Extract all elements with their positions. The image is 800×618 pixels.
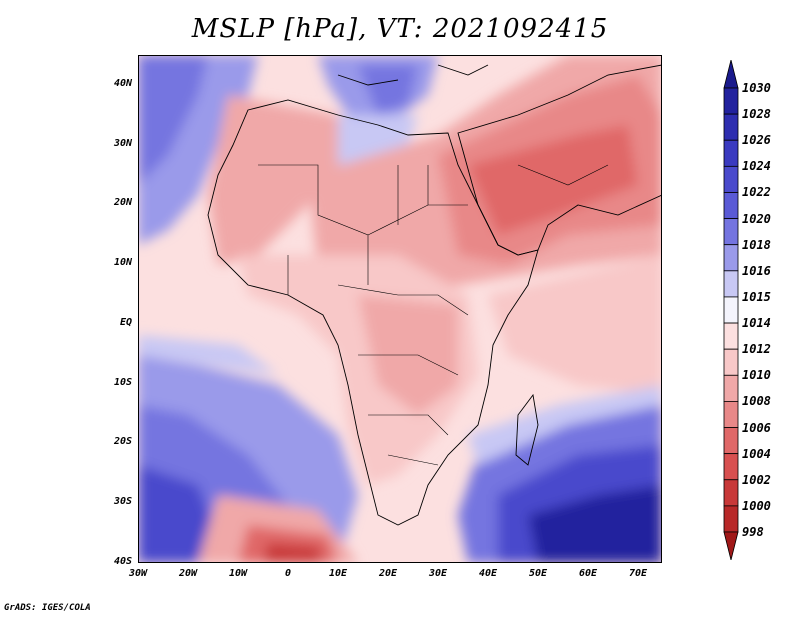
colorbar-label: 1030 <box>742 81 771 95</box>
coastlines <box>207 64 662 526</box>
pressure-field <box>138 55 662 563</box>
colorbar-swatches <box>723 59 739 561</box>
lon-label-40e: 40E <box>478 568 498 579</box>
colorbar-swatch <box>723 453 739 481</box>
colorbar-label: 1015 <box>742 289 771 304</box>
colorbar: 1030 1028 1026 1024 1022 1020 1018 1016 1015 1014… <box>720 59 800 561</box>
colorbar-label: 1026 <box>742 133 771 148</box>
colorbar-label: 1024 <box>742 159 771 174</box>
colorbar-swatch <box>723 427 739 455</box>
colorbar-label: 1014 <box>742 316 771 331</box>
colorbar-swatch <box>723 218 739 246</box>
lat-label-eq: EQ <box>119 317 132 328</box>
colorbar-label: 1006 <box>742 420 771 435</box>
country-borders <box>258 164 609 466</box>
colorbar-swatch <box>723 505 739 533</box>
colorbar-swatch <box>723 374 739 402</box>
map-title: MSLP [hPa], VT: 2021092415 <box>191 14 609 44</box>
lat-label-20n: 20N <box>113 197 132 208</box>
colorbar-swatch <box>723 401 739 428</box>
colorbar-label: 1002 <box>742 472 771 487</box>
colorbar-swatch <box>723 139 739 167</box>
colorbar-swatch <box>723 165 739 193</box>
lon-label-70e: 70E <box>628 568 648 579</box>
lon-label-30w: 30W <box>128 568 148 579</box>
lat-label-30n: 30N <box>113 138 132 149</box>
colorbar-arrow-bottom <box>723 531 739 561</box>
lat-label-20s: 20S <box>113 436 132 447</box>
colorbar-swatch <box>723 270 739 298</box>
lat-label-10n: 10N <box>113 257 132 268</box>
lat-label-40s: 40S <box>113 556 132 567</box>
colorbar-arrow-top <box>723 59 739 89</box>
colorbar-swatch <box>723 479 739 507</box>
colorbar-label: 1028 <box>742 107 771 122</box>
colorbar-swatch <box>723 296 739 324</box>
credit-text: GrADS: IGES/COLA <box>4 603 91 613</box>
colorbar-label: 1020 <box>742 211 771 226</box>
colorbar-label: 1016 <box>742 263 771 278</box>
colorbar-label: 1022 <box>742 185 771 200</box>
lon-label-50e: 50E <box>528 568 548 579</box>
lon-label-10w: 10W <box>228 568 248 579</box>
lon-label-30e: 30E <box>428 568 448 579</box>
colorbar-swatch <box>723 348 739 376</box>
lat-label-10s: 10S <box>113 377 132 388</box>
lon-label-20e: 20E <box>378 568 398 579</box>
colorbar-swatch <box>723 87 739 115</box>
colorbar-swatch <box>723 113 739 141</box>
colorbar-swatch <box>723 244 739 272</box>
colorbar-label: 1010 <box>742 368 771 383</box>
lat-label-30s: 30S <box>113 496 132 507</box>
colorbar-label: 1000 <box>742 498 771 513</box>
lon-label-0: 0 <box>284 568 292 579</box>
lon-label-20w: 20W <box>178 568 198 579</box>
colorbar-swatch <box>723 322 739 350</box>
lat-label-40n: 40N <box>113 78 132 89</box>
colorbar-label: 1012 <box>742 342 771 357</box>
pressure-map <box>138 55 662 563</box>
map-panel <box>138 55 662 563</box>
colorbar-label: 1018 <box>742 237 771 252</box>
lon-label-60e: 60E <box>578 568 598 579</box>
lon-label-10e: 10E <box>328 568 348 579</box>
colorbar-label: 998 <box>742 525 764 539</box>
colorbar-label: 1004 <box>742 446 771 461</box>
colorbar-label: 1008 <box>742 394 771 409</box>
colorbar-swatch <box>723 192 739 219</box>
